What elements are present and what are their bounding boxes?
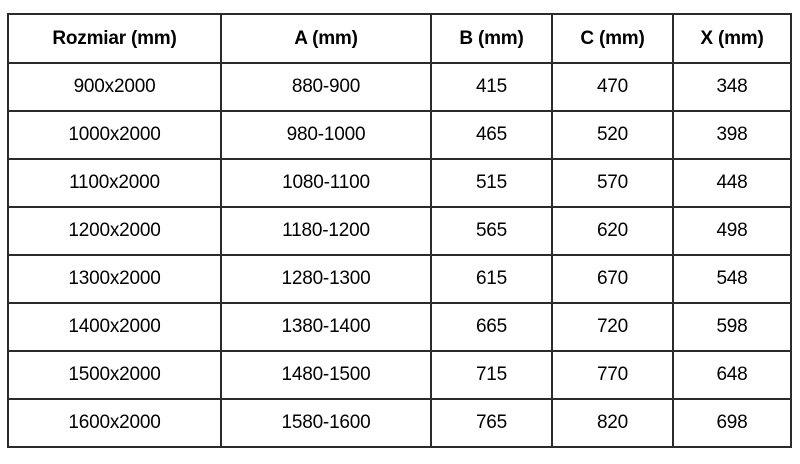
table-row: 1000x2000 980-1000 465 520 398 [7,110,792,160]
cell-x: 698 [672,398,792,448]
column-header-c: C (mm) [551,13,674,64]
column-header-b: B (mm) [430,13,553,64]
cell-x: 348 [672,62,792,112]
cell-c: 820 [551,398,674,448]
cell-b: 665 [430,302,553,352]
cell-size: 1400x2000 [7,302,222,352]
cell-b: 465 [430,110,553,160]
cell-a: 980-1000 [220,110,432,160]
column-header-a: A (mm) [220,13,432,64]
cell-c: 570 [551,158,674,208]
cell-a: 1480-1500 [220,350,432,400]
cell-size: 1500x2000 [7,350,222,400]
cell-b: 515 [430,158,553,208]
dimensions-table: Rozmiar (mm) A (mm) B (mm) C (mm) X (mm)… [7,13,792,448]
cell-c: 520 [551,110,674,160]
cell-x: 398 [672,110,792,160]
cell-a: 880-900 [220,62,432,112]
cell-x: 448 [672,158,792,208]
table-header-row: Rozmiar (mm) A (mm) B (mm) C (mm) X (mm) [7,13,792,64]
table-row: 1300x2000 1280-1300 615 670 548 [7,254,792,304]
cell-a: 1580-1600 [220,398,432,448]
column-header-x: X (mm) [672,13,792,64]
table-body: 900x2000 880-900 415 470 348 1000x2000 9… [7,62,792,448]
cell-c: 470 [551,62,674,112]
table-row: 1500x2000 1480-1500 715 770 648 [7,350,792,400]
table-row: 1100x2000 1080-1100 515 570 448 [7,158,792,208]
cell-c: 770 [551,350,674,400]
cell-a: 1180-1200 [220,206,432,256]
table-row: 1200x2000 1180-1200 565 620 498 [7,206,792,256]
cell-size: 1200x2000 [7,206,222,256]
cell-c: 670 [551,254,674,304]
cell-size: 1300x2000 [7,254,222,304]
cell-a: 1280-1300 [220,254,432,304]
cell-c: 620 [551,206,674,256]
cell-x: 498 [672,206,792,256]
cell-b: 615 [430,254,553,304]
cell-size: 900x2000 [7,62,222,112]
cell-b: 765 [430,398,553,448]
cell-b: 565 [430,206,553,256]
table-row: 1600x2000 1580-1600 765 820 698 [7,398,792,448]
cell-size: 1000x2000 [7,110,222,160]
cell-x: 648 [672,350,792,400]
cell-b: 415 [430,62,553,112]
cell-a: 1380-1400 [220,302,432,352]
cell-a: 1080-1100 [220,158,432,208]
table-header: Rozmiar (mm) A (mm) B (mm) C (mm) X (mm) [7,13,792,64]
table-row: 1400x2000 1380-1400 665 720 598 [7,302,792,352]
cell-x: 598 [672,302,792,352]
cell-x: 548 [672,254,792,304]
table-row: 900x2000 880-900 415 470 348 [7,62,792,112]
cell-size: 1100x2000 [7,158,222,208]
cell-c: 720 [551,302,674,352]
cell-b: 715 [430,350,553,400]
column-header-size: Rozmiar (mm) [7,13,222,64]
cell-size: 1600x2000 [7,398,222,448]
